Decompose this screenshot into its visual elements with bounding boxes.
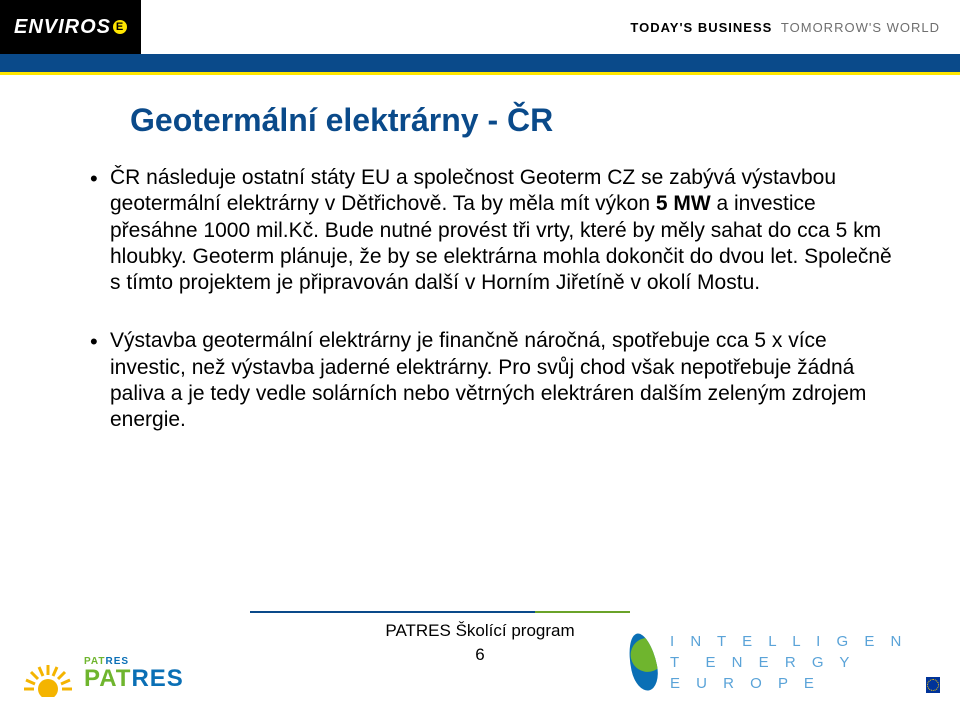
footer-divider [250,611,630,613]
footer-center: PATRES Školící program 6 [385,619,574,667]
iee-line1b: E N E R G Y [706,654,856,671]
patres-big: PATRES [84,665,184,693]
bullet-item: Výstavba geotermální elektrárny je finan… [90,328,900,433]
patres-big-blue: RES [131,665,183,692]
bullet-item: ČR následuje ostatní státy EU a společno… [90,165,900,296]
eu-flag-icon [926,677,940,693]
enviros-logo-sup: E [113,20,127,34]
footer-page-number: 6 [385,643,574,667]
sun-icon [20,641,76,697]
footer-divider-blue [250,611,535,613]
enviros-logo-text: ENVIROS [14,16,111,39]
enviros-logo: ENVIROS E [0,0,141,54]
header-yellow-line [0,72,960,75]
slide-title: Geotermální elektrárny - ČR [90,102,900,139]
footer: PATRES Školící program 6 [0,611,960,711]
tagline-bold: TODAY'S BUSINESS [630,20,772,35]
patres-big-green: PAT [84,665,131,692]
iee-drop-icon [624,631,661,693]
footer-program-line: PATRES Školící program [385,619,574,643]
iee-line2: E U R O P E [670,673,914,694]
footer-divider-green [535,611,630,613]
header-bar: ENVIROS E TODAY'S BUSINESS TOMORROW'S WO… [0,0,960,54]
iee-line1: I N T E L L I G E N T E N E R G Y [670,631,914,673]
bullet-text: Výstavba geotermální elektrárny je finan… [110,329,866,431]
bullet-text-bold: 5 MW [656,192,711,215]
iee-text: I N T E L L I G E N T E N E R G Y E U R … [670,631,914,694]
header-blue-strip [0,54,960,72]
patres-text: PATRES PATRES [84,656,184,693]
patres-logo: PATRES PATRES [20,619,240,703]
iee-logo: I N T E L L I G E N T E N E R G Y E U R … [630,627,940,697]
bullet-list: ČR následuje ostatní státy EU a společno… [90,165,900,433]
slide-content: Geotermální elektrárny - ČR ČR následuje… [0,92,960,601]
tagline-light: TOMORROW'S WORLD [781,20,940,35]
tagline: TODAY'S BUSINESS TOMORROW'S WORLD [630,20,940,35]
